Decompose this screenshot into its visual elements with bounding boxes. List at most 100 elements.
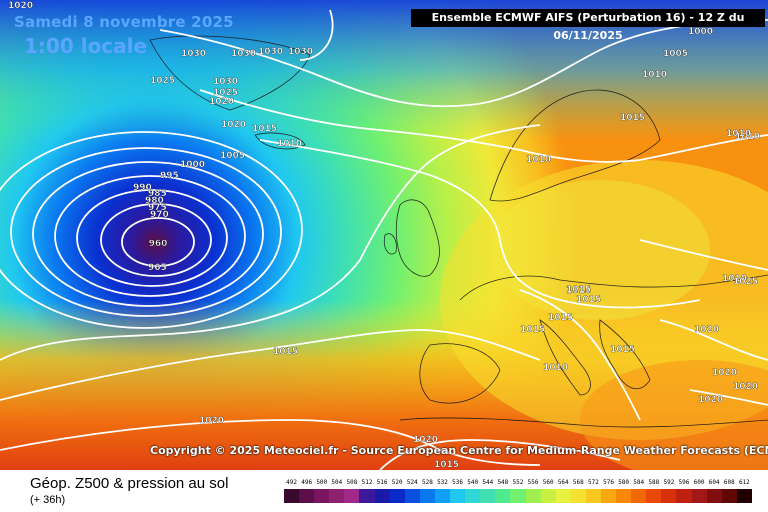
colorbar-swatch xyxy=(465,489,481,503)
colorbar-swatch xyxy=(706,489,722,503)
colorbar-tick: 524 xyxy=(406,479,418,486)
pressure-label: 970 xyxy=(150,210,169,220)
pressure-label: 985 xyxy=(148,189,167,199)
pressure-label: 1030 xyxy=(288,47,313,57)
map-title: Géop. Z500 & pression au sol xyxy=(30,475,229,492)
colorbar-swatch xyxy=(600,489,617,503)
pressure-label: 980 xyxy=(145,196,164,206)
pressure-label: 1020 xyxy=(712,368,737,378)
colorbar-tick: 576 xyxy=(603,479,614,486)
colorbar-tick: 536 xyxy=(452,479,463,486)
pressure-label: 1025 xyxy=(150,76,175,86)
pressure-label: 1015 xyxy=(576,295,601,305)
pressure-label: 1015 xyxy=(273,347,298,357)
colorbar-swatch xyxy=(646,489,662,503)
colorbar-tick: 496 xyxy=(301,479,313,486)
colorbar-swatch xyxy=(570,489,586,503)
colorbar-swatch xyxy=(404,489,420,503)
colorbar-tick: 556 xyxy=(527,479,539,486)
pressure-label: 1015 xyxy=(520,325,545,335)
colorbar-swatch xyxy=(691,489,707,503)
pressure-label: 1010 xyxy=(722,274,747,284)
colorbar-tick: 532 xyxy=(437,479,448,486)
colorbar-tick: 528 xyxy=(421,479,433,486)
colorbar-tick: 516 xyxy=(376,479,388,486)
pressure-label: 1010 xyxy=(526,155,551,165)
colorbar-tick: 600 xyxy=(693,479,705,486)
pressure-label: 1020 xyxy=(209,97,234,107)
colorbar-swatch xyxy=(374,489,390,503)
colorbar-tick: 500 xyxy=(316,479,328,486)
pressure-label: 1025 xyxy=(213,88,238,98)
colorbar-swatch xyxy=(721,489,737,503)
pressure-label: 1020 xyxy=(413,435,438,445)
copyright-notice: Copyright © 2025 Meteociel.fr - Source E… xyxy=(150,444,768,457)
colorbar-swatch xyxy=(555,489,571,503)
colorbar-swatch xyxy=(540,489,556,503)
pressure-label: 990 xyxy=(133,183,152,193)
forecast-date: Samedi 8 novembre 2025 xyxy=(14,13,234,31)
colorbar-swatch xyxy=(329,489,345,503)
isobars xyxy=(0,9,768,470)
colorbar-tick: 584 xyxy=(633,479,645,486)
pressure-label: 1000 xyxy=(180,160,205,170)
pressure-label: 1015 xyxy=(610,345,635,355)
pressure-label: 1030 xyxy=(181,49,206,59)
colorbar-swatch xyxy=(585,489,601,503)
model-run-banner: Ensemble ECMWF AIFS (Perturbation 16) - … xyxy=(411,9,765,42)
colorbar-tick: 544 xyxy=(482,479,494,486)
colorbar-tick: 512 xyxy=(361,479,373,486)
pressure-label: 975 xyxy=(148,203,167,213)
colorbar-swatch xyxy=(510,489,526,503)
colorbar-tick: 604 xyxy=(708,479,720,486)
colorbar-swatch xyxy=(299,489,315,503)
colorbar-swatch xyxy=(359,489,375,503)
pressure-label: 1030 xyxy=(213,77,238,87)
pressure-label: 1005 xyxy=(663,49,688,59)
colorbar-swatch xyxy=(284,489,300,503)
pressure-label: 965 xyxy=(148,263,167,273)
forecast-map: 960 1020 1030 1030 1030 1030 1025 1030 1… xyxy=(0,0,768,470)
colorbar-tick: 504 xyxy=(331,479,343,486)
pressure-labels: 1020 1030 1030 1030 1030 1025 1030 1025 … xyxy=(8,1,760,470)
colorbar-swatch xyxy=(344,489,360,503)
pressure-label: 1020 xyxy=(698,395,723,405)
colorbar-tick: 520 xyxy=(391,479,403,486)
pressure-label: 1010 xyxy=(735,132,760,142)
pressure-label: 1015 xyxy=(434,460,459,470)
colorbar-swatch xyxy=(661,489,677,503)
colorbar-swatch xyxy=(631,489,647,503)
colorbar-tick: 612 xyxy=(738,479,750,486)
pressure-label: 1020 xyxy=(694,325,719,335)
coastlines xyxy=(149,35,768,428)
colorbar-tick: 572 xyxy=(588,479,599,486)
forecast-local-time: 1:00 locale xyxy=(24,34,148,58)
colorbar-tick: 592 xyxy=(663,479,675,486)
colorbar-swatch xyxy=(450,489,466,503)
pressure-label: 1030 xyxy=(231,49,256,59)
colorbar-swatch xyxy=(616,489,632,503)
pressure-label: 1030 xyxy=(258,47,283,57)
pressure-label: 1015 xyxy=(252,124,277,134)
colorbar-swatch xyxy=(419,489,435,503)
pressure-label: 1020 xyxy=(199,416,224,426)
pressure-label: 1025 xyxy=(733,277,758,287)
pressure-label: 1020 xyxy=(8,1,33,11)
pressure-label: 1015 xyxy=(566,286,591,296)
pressure-label: 1020 xyxy=(221,120,246,130)
colorbar-tick: 564 xyxy=(557,479,569,486)
colorbar-tick: 596 xyxy=(678,479,690,486)
colorbar-tick: 508 xyxy=(346,479,358,486)
pressure-label: 1000 xyxy=(688,27,713,37)
pressure-label: 1020 xyxy=(733,382,758,392)
colorbar-swatch xyxy=(525,489,541,503)
colorbar-swatch xyxy=(480,489,496,503)
colorbar-swatch xyxy=(434,489,451,503)
pressure-label: 1010 xyxy=(726,129,751,139)
colorbar-swatch xyxy=(389,489,405,503)
pressure-label: 1015 xyxy=(548,313,573,323)
pressure-label: 1005 xyxy=(220,151,245,161)
low-pressure-center-label: 960 xyxy=(149,239,168,249)
colorbar-tick: 608 xyxy=(723,479,735,486)
colorbar-tick-labels: 492 496 500 504 508 512 516 520 524 528 532 536 540 5… xyxy=(284,479,752,489)
